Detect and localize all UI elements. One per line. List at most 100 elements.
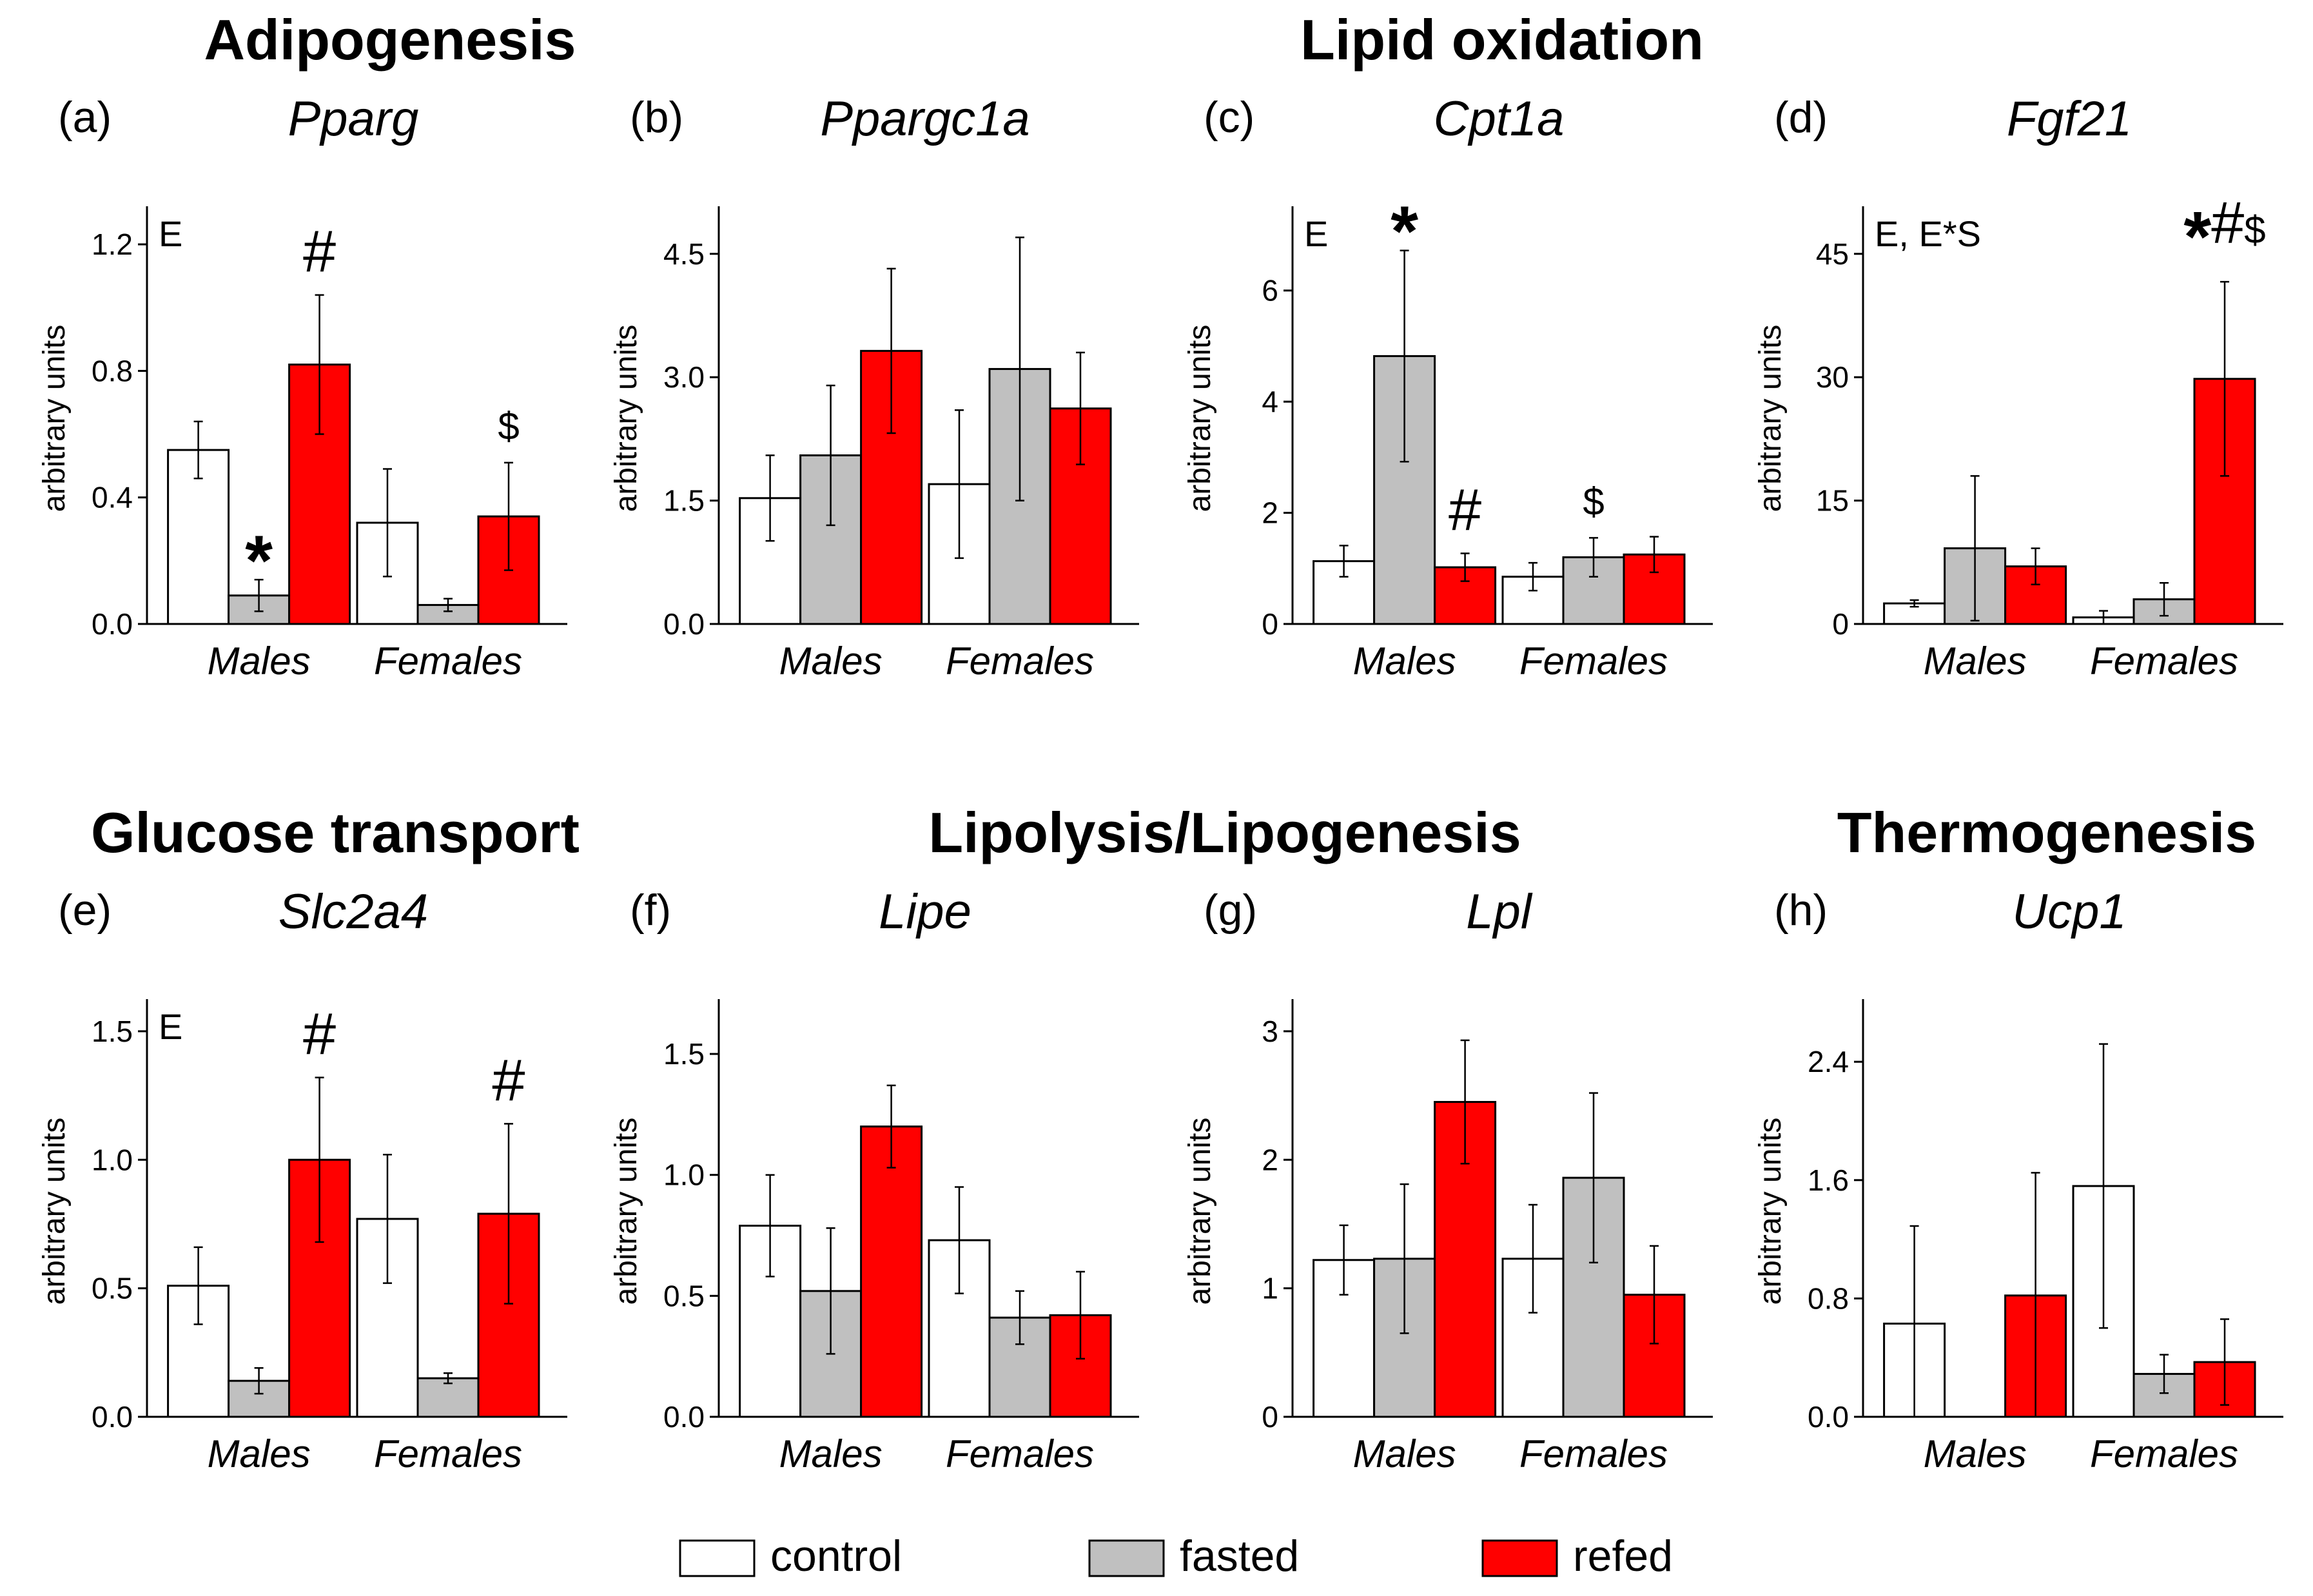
- error-bar-females-refed: [504, 1123, 513, 1305]
- x-tick-label: Males: [1924, 639, 2027, 683]
- y-tick-label: 1.5: [92, 1015, 133, 1048]
- y-tick-label: 0.0: [92, 1400, 133, 1434]
- error-bar-males-control: [1339, 545, 1349, 578]
- chart-title: Slc2a4: [278, 884, 428, 939]
- y-tick-label: 2: [1262, 496, 1278, 530]
- panel-letter: (e): [58, 886, 112, 935]
- error-bar-females-refed: [2220, 280, 2229, 477]
- y-tick-label: 0.8: [1808, 1281, 1849, 1315]
- significance-marker: $: [1583, 480, 1604, 523]
- chart-title: Ppargc1a: [820, 92, 1030, 146]
- error-bar-females-control: [2099, 610, 2108, 625]
- y-tick-label: 45: [1816, 237, 1849, 271]
- y-tick-label: 2: [1262, 1143, 1278, 1176]
- y-tick-label: 30: [1816, 360, 1849, 394]
- error-bar-males-fasted: [826, 1227, 835, 1355]
- significance-marker: *: [1391, 192, 1418, 271]
- error-bar-males-control: [765, 1174, 775, 1278]
- chart-title: Fgf21: [2007, 92, 2132, 146]
- error-bar-females-refed: [1076, 351, 1085, 465]
- x-tick-label: Females: [1519, 639, 1668, 683]
- error-bar-females-refed: [504, 462, 513, 571]
- legend-swatch-control: [679, 1539, 756, 1577]
- y-tick-label: 0.4: [92, 481, 133, 514]
- error-bar-males-refed: [315, 294, 324, 435]
- chart-slc2a4: (e) Slc2a4 arbitrary units 0.0 0.5 1.0 1.5 Male…: [37, 884, 567, 1475]
- bar-females-refed: [1049, 1314, 1112, 1418]
- error-bar-males-fasted: [1400, 249, 1409, 463]
- error-bar-females-control: [1528, 561, 1537, 592]
- y-axis-label: arbitrary units: [609, 1118, 643, 1305]
- y-tick-label: 0.0: [1808, 1400, 1849, 1434]
- error-bar-females-control: [383, 1154, 392, 1284]
- y-tick-label: 1: [1262, 1272, 1278, 1305]
- panel-letter: (d): [1774, 93, 1828, 142]
- significance-marker: *: [245, 521, 273, 600]
- y-axis-label: arbitrary units: [1753, 1118, 1788, 1305]
- significance-marker: *#$: [2183, 190, 2265, 277]
- section-title-lipid-oxidation: Lipid oxidation: [1300, 8, 1704, 72]
- x-tick-label: Males: [1924, 1432, 2027, 1475]
- section-title-thermogenesis: Thermogenesis: [1837, 801, 2256, 864]
- error-bar-males-fasted: [254, 579, 264, 612]
- chart-cpt1a: (c) Cpt1a arbitrary units 0 2 4 6 Males Females E…: [1183, 92, 1713, 683]
- y-tick-label: 6: [1262, 274, 1278, 307]
- error-bar-females-fasted: [1015, 1290, 1024, 1345]
- panel-letter: (f): [630, 886, 671, 935]
- y-tick-label: 1.0: [92, 1143, 133, 1176]
- error-bar-males-control: [1909, 599, 1919, 608]
- bar-females-refed: [1623, 1294, 1686, 1418]
- significance-marker: #: [303, 1002, 336, 1067]
- error-bar-males-refed: [886, 268, 896, 434]
- bar-females-fasted: [416, 1377, 480, 1418]
- error-bar-males-control: [1339, 1224, 1349, 1296]
- stats-annotation: E: [159, 1006, 182, 1047]
- chart-title: Lipe: [879, 884, 971, 939]
- chart-ppargc1a: (b) Ppargc1a arbitrary units 0.0 1.5 3.0 4.5 Ma…: [609, 92, 1139, 683]
- x-tick-label: Females: [946, 639, 1094, 683]
- legend-label-refed: refed: [1573, 1532, 1673, 1581]
- error-bar-females-fasted: [2160, 1354, 2169, 1394]
- significance-marker: #: [1449, 478, 1481, 543]
- error-bar-females-control: [2099, 1043, 2108, 1329]
- x-tick-label: Males: [779, 1432, 883, 1475]
- error-bar-females-refed: [2220, 1318, 2229, 1406]
- y-tick-label: 0.0: [92, 607, 133, 641]
- y-axis-label: arbitrary units: [1753, 325, 1788, 512]
- error-bar-males-fasted: [1970, 475, 1980, 622]
- error-bar-males-refed: [2031, 547, 2040, 586]
- bar-males-refed: [860, 1125, 923, 1418]
- legend-swatch-fasted: [1088, 1539, 1165, 1577]
- error-bar-males-refed: [1460, 1039, 1470, 1165]
- x-tick-label: Males: [208, 639, 311, 683]
- y-tick-label: 0: [1832, 607, 1849, 641]
- y-tick-label: 0: [1262, 1400, 1278, 1434]
- y-axis-label: arbitrary units: [37, 325, 72, 512]
- y-tick-label: 0: [1262, 607, 1278, 641]
- legend-label-fasted: fasted: [1180, 1532, 1299, 1581]
- chart-title: Pparg: [288, 92, 419, 146]
- stats-annotation: E, E*S: [1875, 213, 1981, 254]
- stats-annotation: E: [159, 213, 182, 254]
- error-bar-males-refed: [1460, 552, 1470, 582]
- y-axis-label: arbitrary units: [37, 1118, 72, 1305]
- y-axis-label: arbitrary units: [1183, 1118, 1217, 1305]
- panel-letter: (g): [1204, 886, 1257, 935]
- y-tick-label: 4: [1262, 385, 1278, 418]
- error-bar-males-fasted: [1400, 1183, 1409, 1334]
- x-tick-label: Males: [1353, 1432, 1456, 1475]
- legend-swatch-refed: [1481, 1539, 1558, 1577]
- error-bar-males-refed: [315, 1076, 324, 1243]
- error-bar-males-fasted: [826, 384, 835, 527]
- x-tick-label: Males: [208, 1432, 311, 1475]
- error-bar-males-refed: [2031, 1172, 2040, 1418]
- significance-marker: #: [492, 1047, 525, 1113]
- section-title-adipogenesis: Adipogenesis: [204, 8, 576, 72]
- error-bar-males-control: [1909, 1225, 1919, 1418]
- error-bar-females-refed: [1650, 536, 1659, 574]
- error-bar-males-refed: [886, 1084, 896, 1169]
- y-tick-label: 0.0: [663, 1400, 705, 1434]
- section-title-lipolysis: Lipolysis/Lipogenesis: [928, 801, 1521, 864]
- chart-title: Lpl: [1466, 884, 1533, 939]
- x-tick-label: Females: [374, 1432, 522, 1475]
